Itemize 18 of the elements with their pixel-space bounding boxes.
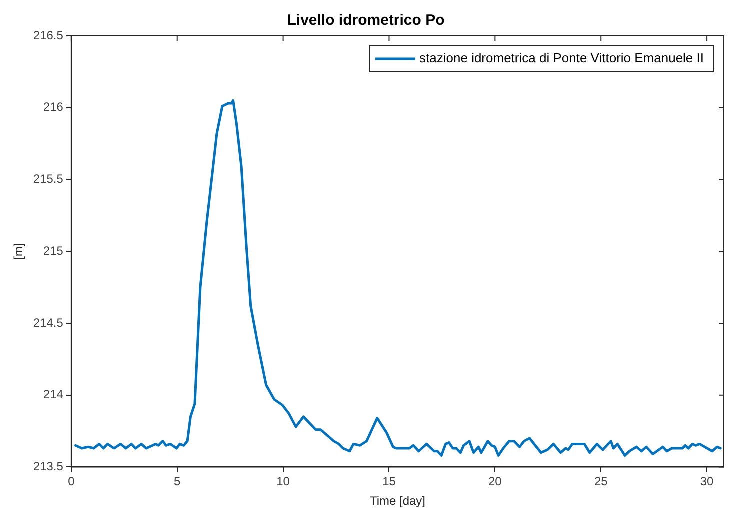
legend-label: stazione idrometrica di Ponte Vittorio Emanuele II	[420, 50, 704, 66]
x-tick-label: 25	[594, 474, 608, 489]
x-tick-label: 0	[68, 474, 76, 489]
x-tick-label: 5	[174, 474, 182, 489]
y-tick-label: 215	[43, 244, 64, 258]
y-tick-label: 213.5	[33, 460, 64, 474]
y-tick-label: 214.5	[33, 316, 64, 330]
y-tick-label: 216.5	[33, 28, 64, 42]
y-tick-label: 214	[43, 388, 64, 402]
x-tick-label: 30	[700, 474, 714, 489]
x-axis-title: Time [day]	[370, 494, 426, 508]
chart-title: Livello idrometrico Po	[287, 12, 445, 30]
x-tick-label: 15	[382, 474, 396, 489]
x-tick-label: 20	[488, 474, 502, 489]
y-axis-title: [m]	[12, 243, 26, 260]
x-tick-label: 10	[276, 474, 290, 489]
y-tick-label: 216	[43, 100, 64, 114]
y-tick-label: 215.5	[33, 172, 64, 186]
